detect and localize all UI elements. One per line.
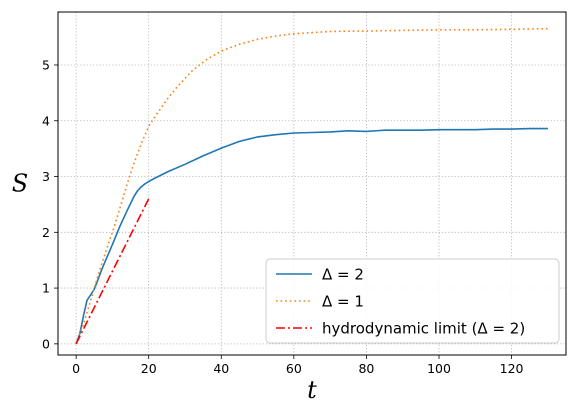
plot-frame: [57, 11, 567, 356]
legend-box: [265, 258, 560, 344]
y-tick-label: 0: [42, 336, 50, 351]
x-tick-label: 100: [427, 361, 451, 376]
x-tick-label: 60: [286, 361, 302, 376]
y-tick-label: 5: [42, 57, 50, 72]
y-tick-label: 3: [42, 169, 50, 184]
y-axis-label: S: [12, 170, 28, 198]
legend-label-2: hydrodynamic limit (Δ = 2): [322, 320, 525, 338]
series-line-2: [75, 198, 150, 345]
series-line-1: [75, 27, 548, 345]
x-tick-label: 40: [213, 361, 229, 376]
series-lines: [75, 27, 548, 345]
axis-ticks: 0 20 40 60 80 100 120 0 1 2 3 4 5: [42, 57, 524, 376]
y-tick-label: 2: [42, 225, 50, 240]
x-tick-label: 120: [500, 361, 524, 376]
legend: Δ = 2 Δ = 1 hydrodynamic limit (Δ = 2): [265, 258, 560, 344]
legend-label-0: Δ = 2: [322, 266, 364, 284]
series-line-0: [75, 127, 548, 345]
x-tick-label: 20: [141, 361, 157, 376]
y-tick-label: 1: [42, 281, 50, 296]
y-tick-label: 4: [42, 113, 50, 128]
x-axis-label: t: [307, 376, 317, 404]
x-tick-label: 80: [358, 361, 374, 376]
legend-label-1: Δ = 1: [322, 293, 364, 311]
x-tick-label: 0: [72, 361, 80, 376]
